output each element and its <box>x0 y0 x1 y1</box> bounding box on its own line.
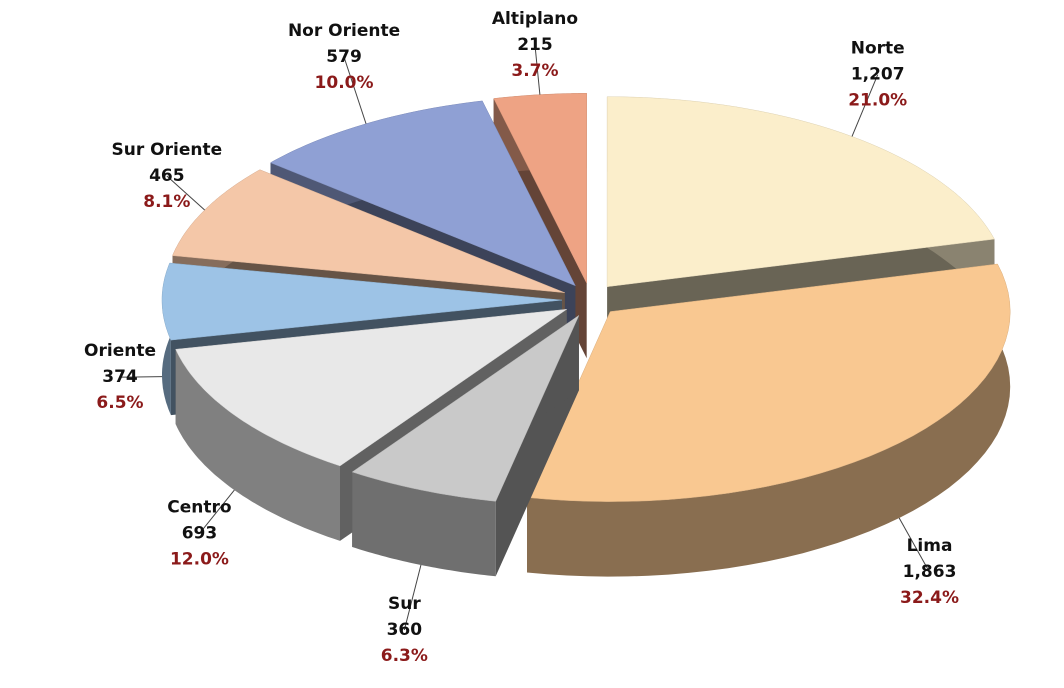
label-name: Norte <box>851 39 905 59</box>
label-name: Sur <box>388 594 421 614</box>
leader-line <box>166 175 205 211</box>
leader-line <box>851 74 879 137</box>
slice-top <box>175 309 567 467</box>
label-percent: 32.4% <box>900 588 959 608</box>
slice-top <box>526 263 1011 502</box>
label-name: Oriente <box>84 341 156 361</box>
leader-line <box>534 44 541 95</box>
label-value: 579 <box>326 47 362 67</box>
label-percent: 6.3% <box>381 646 428 666</box>
slice-side <box>352 472 496 577</box>
slice <box>526 263 1011 577</box>
label-name: Altiplano <box>492 9 578 29</box>
label-value: 1,207 <box>851 65 905 85</box>
label-percent: 8.1% <box>143 192 190 212</box>
leader-line <box>898 517 930 573</box>
slice-top <box>172 169 565 293</box>
label-value: 360 <box>387 620 423 640</box>
slice-top <box>269 100 576 287</box>
label-name: Lima <box>907 536 953 556</box>
label-value: 465 <box>149 166 185 186</box>
slice-side <box>527 264 1011 577</box>
label-percent: 3.7% <box>511 61 558 81</box>
leader-line <box>403 564 422 631</box>
label-name: Nor Oriente <box>288 21 400 41</box>
label-value: 215 <box>517 35 553 55</box>
label-name: Centro <box>167 498 231 518</box>
label-value: 1,863 <box>903 562 957 582</box>
label-percent: 12.0% <box>170 550 229 570</box>
label-value: 374 <box>102 367 138 387</box>
leader-line <box>343 56 367 124</box>
label-percent: 10.0% <box>315 73 374 93</box>
slice <box>351 314 580 577</box>
slice-top <box>161 262 563 341</box>
slice-top <box>351 314 580 502</box>
label-value: 693 <box>182 524 218 544</box>
label-percent: 6.5% <box>96 393 143 413</box>
slice-top <box>606 96 995 287</box>
leader-line <box>199 489 235 534</box>
label-name: Sur Oriente <box>112 140 223 160</box>
label-percent: 21.0% <box>848 91 907 111</box>
slice-side <box>175 349 340 541</box>
leader-line <box>120 376 163 378</box>
